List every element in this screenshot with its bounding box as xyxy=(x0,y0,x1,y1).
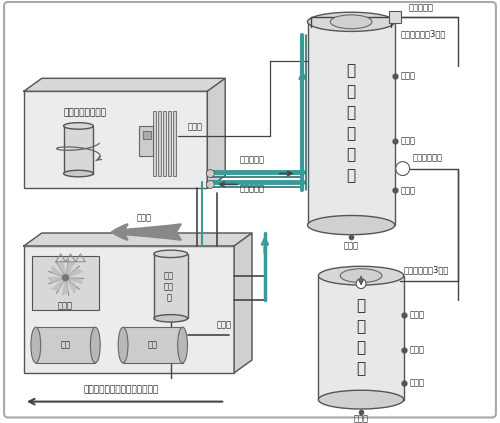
Bar xyxy=(143,131,151,139)
Text: 补水电磁阀: 补水电磁阀 xyxy=(408,3,434,12)
Bar xyxy=(318,276,404,400)
Bar xyxy=(64,126,94,173)
Bar xyxy=(36,327,96,363)
Text: 循环进水管: 循环进水管 xyxy=(240,184,265,193)
Ellipse shape xyxy=(308,215,395,235)
Text: 回油管: 回油管 xyxy=(137,213,152,222)
Bar xyxy=(168,111,170,176)
Bar xyxy=(154,254,188,319)
Text: 循环回水管: 循环回水管 xyxy=(240,156,265,165)
Ellipse shape xyxy=(330,15,372,29)
Ellipse shape xyxy=(118,327,128,363)
Bar xyxy=(24,246,234,373)
Ellipse shape xyxy=(154,315,188,322)
Ellipse shape xyxy=(178,327,188,363)
Ellipse shape xyxy=(154,250,188,258)
Ellipse shape xyxy=(340,269,382,283)
Text: 油气
分离
器: 油气 分离 器 xyxy=(164,271,173,302)
Text: 机头: 机头 xyxy=(148,341,158,349)
Ellipse shape xyxy=(31,327,40,363)
Text: 温控线: 温控线 xyxy=(188,122,202,131)
Polygon shape xyxy=(66,277,82,284)
Polygon shape xyxy=(24,78,225,91)
Bar xyxy=(32,256,100,310)
Bar xyxy=(153,111,156,176)
Ellipse shape xyxy=(90,327,100,363)
Text: 保
温
水
塔: 保 温 水 塔 xyxy=(356,298,366,376)
Text: 空压机热能转换机: 空压机热能转换机 xyxy=(64,109,107,118)
Polygon shape xyxy=(234,233,252,373)
FancyBboxPatch shape xyxy=(4,2,496,418)
Polygon shape xyxy=(66,277,76,293)
Text: 热水到保温塔: 热水到保温塔 xyxy=(412,154,442,163)
Text: 底水位: 底水位 xyxy=(410,378,424,387)
Text: 中水位: 中水位 xyxy=(400,136,415,146)
Text: 排污口: 排污口 xyxy=(354,415,368,423)
Bar xyxy=(162,111,166,176)
Polygon shape xyxy=(52,277,66,290)
Polygon shape xyxy=(52,266,66,277)
Text: 高水位: 高水位 xyxy=(410,311,424,320)
Text: 排污口: 排污口 xyxy=(344,241,358,250)
Polygon shape xyxy=(66,269,82,277)
Text: 水位感应线（3条）: 水位感应线（3条） xyxy=(404,265,449,274)
Bar xyxy=(123,327,182,363)
Text: 高水位: 高水位 xyxy=(400,72,415,81)
Circle shape xyxy=(206,181,214,188)
Ellipse shape xyxy=(308,12,395,31)
Bar xyxy=(24,91,208,188)
Bar xyxy=(389,11,400,23)
Text: 散热器: 散热器 xyxy=(58,301,73,310)
Text: 过滤管: 过滤管 xyxy=(216,320,232,329)
Ellipse shape xyxy=(64,170,94,177)
Bar xyxy=(139,126,153,156)
Polygon shape xyxy=(66,262,74,277)
Bar xyxy=(308,22,395,225)
Polygon shape xyxy=(208,78,225,188)
Text: 中水位: 中水位 xyxy=(410,346,424,354)
Text: 水位感应线（3条）: 水位感应线（3条） xyxy=(400,29,446,38)
Bar xyxy=(172,111,176,176)
Text: 电机: 电机 xyxy=(60,341,70,349)
Ellipse shape xyxy=(64,123,94,129)
Text: 底水位: 底水位 xyxy=(400,186,415,195)
Ellipse shape xyxy=(318,390,404,409)
Text: 循
环
保
温
水
塔: 循 环 保 温 水 塔 xyxy=(346,63,356,183)
Polygon shape xyxy=(48,277,66,283)
Circle shape xyxy=(396,162,409,176)
Circle shape xyxy=(62,275,68,280)
Circle shape xyxy=(356,279,366,288)
Polygon shape xyxy=(58,260,66,277)
Text: 送热水到每层楼或用热水的地方: 送热水到每层楼或用热水的地方 xyxy=(84,386,158,395)
Bar xyxy=(158,111,161,176)
Ellipse shape xyxy=(318,266,404,285)
Polygon shape xyxy=(24,233,252,246)
Polygon shape xyxy=(62,277,68,295)
Circle shape xyxy=(206,170,214,178)
